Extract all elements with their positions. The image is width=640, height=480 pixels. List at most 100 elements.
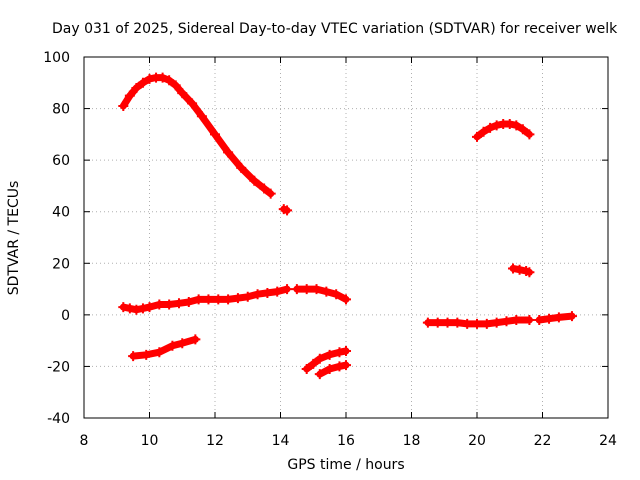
data-point [144,73,155,84]
data-point [137,303,148,314]
data-point [141,349,152,360]
data-point [462,318,473,329]
data-point [422,317,433,328]
data-point [301,284,312,295]
data-point [167,340,178,351]
series-arc-8 [422,315,535,329]
data-series [118,72,577,380]
data-point [491,120,502,131]
x-tick-label: 8 [80,433,89,449]
data-point [341,294,351,305]
y-tick-label: 40 [52,205,70,221]
data-point [154,347,165,358]
data-point [157,72,168,83]
series-arc-5 [128,334,201,362]
data-point [524,267,535,278]
data-point [544,313,555,324]
data-point [504,119,515,130]
x-tick-label: 16 [337,433,355,449]
data-point [203,294,214,305]
data-point [452,317,463,328]
data-point [553,312,564,323]
data-point [331,289,342,300]
data-point [242,291,253,302]
data-point [154,299,165,310]
data-point [223,147,234,158]
data-point [177,338,188,349]
series-arc-6 [301,345,351,375]
x-tick-label: 14 [272,433,290,449]
x-tick-label: 18 [403,433,421,449]
y-axis-title: SDTVAR / TECUs [6,181,22,296]
data-point [249,175,260,186]
data-point [128,351,139,362]
data-point [252,289,263,300]
x-tick-label: 10 [141,433,159,449]
data-point [236,162,247,173]
data-point [265,188,276,199]
data-point [259,183,270,194]
data-point [501,316,512,327]
series-arc-4 [291,284,351,305]
x-tick-label: 12 [206,433,224,449]
data-point [301,364,312,375]
data-point [170,80,181,91]
axis-ticks: 8 10 12 14 16 18 20 22 24 -40 -20 0 20 40 60 80 100 [43,50,617,449]
data-point [137,77,148,88]
x-tick-label: 20 [468,433,486,449]
data-point [566,311,577,322]
data-point [308,358,319,369]
data-point [511,315,522,326]
data-point [472,318,482,329]
x-tick-label: 24 [599,433,617,449]
series-trace [119,74,275,198]
x-tick-label: 22 [534,433,552,449]
y-tick-label: -40 [47,411,70,427]
data-point [187,98,198,109]
data-point [442,317,453,328]
series-arc-3 [118,284,293,315]
series-trace [129,335,199,360]
data-point [173,298,184,309]
data-point [131,82,142,93]
data-point [534,315,545,326]
grid [84,57,608,418]
data-point [481,318,492,329]
data-point [183,296,194,307]
data-point [164,75,175,86]
data-point [124,90,135,101]
y-tick-label: 80 [52,102,70,118]
data-point [213,294,224,305]
data-point [524,129,535,140]
data-point [314,353,325,364]
data-point [232,293,243,304]
data-point [291,284,302,295]
data-point [472,131,482,142]
data-point [324,349,335,360]
data-point [131,304,142,315]
data-point [144,302,155,313]
data-point [524,315,535,326]
data-point [508,263,519,274]
data-point [282,205,293,216]
data-point [491,317,502,328]
data-point [478,126,489,137]
data-point [514,264,525,275]
data-point [223,294,234,305]
series-arc-11 [508,263,535,278]
data-point [190,334,201,345]
series-arc-10 [472,119,535,142]
series-arc-2 [278,204,293,216]
series-arc-9 [534,311,577,326]
series-arc-1 [118,72,276,199]
chart-title: Day 031 of 2025, Sidereal Day-to-day VTE… [52,21,618,37]
x-axis-title: GPS time / hours [287,457,404,473]
data-point [341,360,351,371]
data-point [334,361,345,372]
data-point [118,302,129,313]
y-tick-label: 0 [61,308,70,324]
data-point [193,294,204,305]
data-point [432,317,443,328]
y-tick-label: 20 [52,256,70,272]
